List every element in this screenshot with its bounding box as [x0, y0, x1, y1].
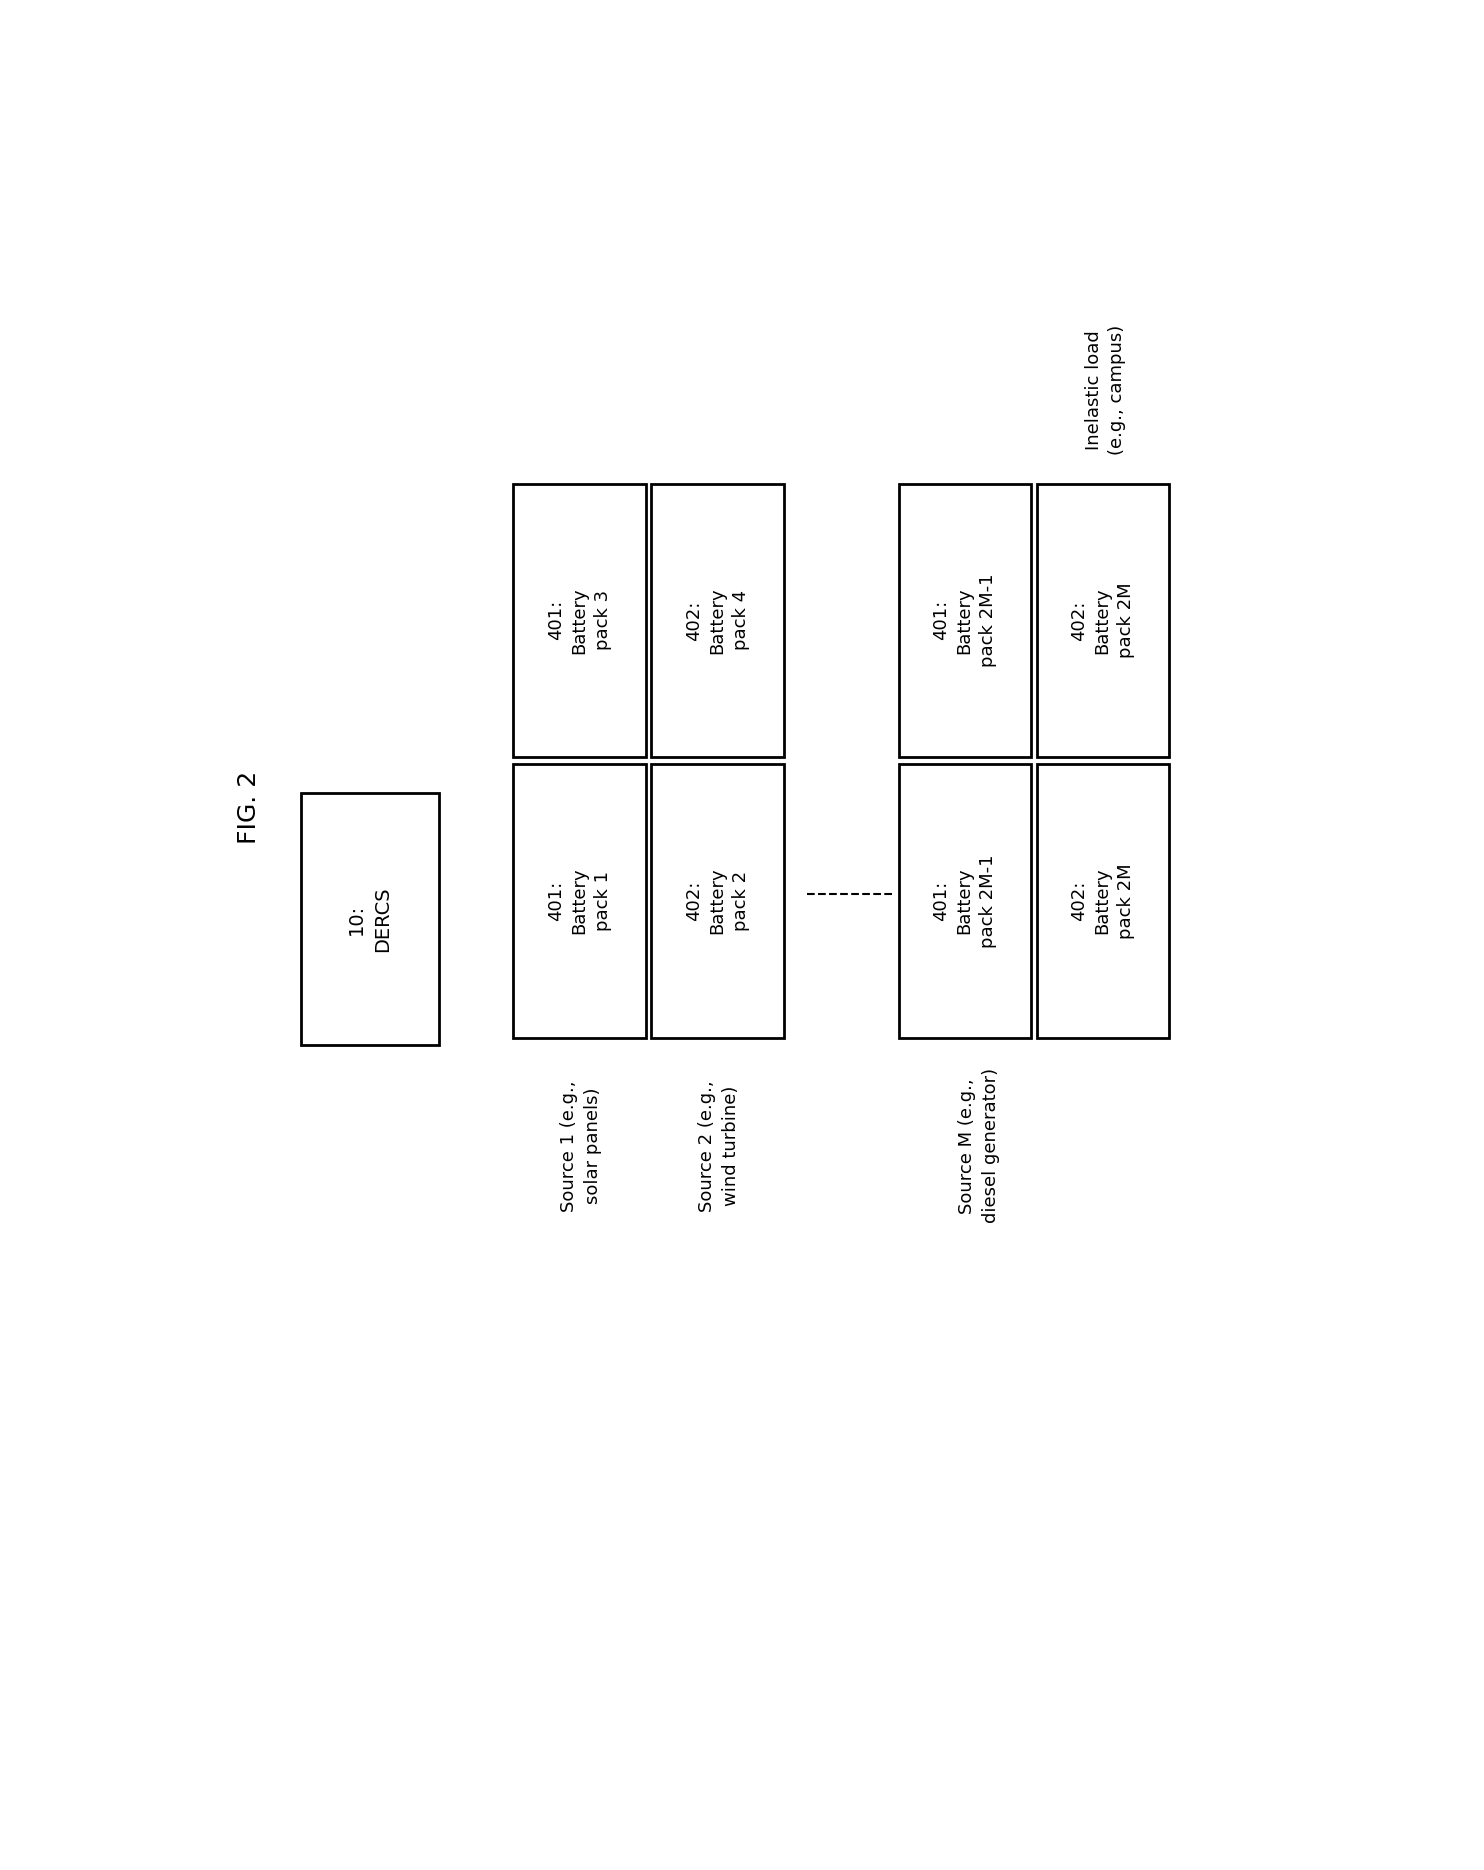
Bar: [300, 793, 439, 1045]
Bar: [651, 484, 784, 757]
Bar: [899, 765, 1031, 1038]
Text: 401:
Battery
pack 2M-1: 401: Battery pack 2M-1: [932, 574, 997, 668]
Text: Inelastic load
(e.g., campus): Inelastic load (e.g., campus): [1085, 325, 1126, 454]
Text: 402:
Battery
pack 2: 402: Battery pack 2: [684, 868, 749, 935]
Text: 401:
Battery
pack 1: 401: Battery pack 1: [546, 868, 611, 935]
Text: Source 1 (e.g.,
solar panels): Source 1 (e.g., solar panels): [561, 1081, 603, 1212]
Text: FIG. 2: FIG. 2: [237, 770, 261, 843]
Bar: [651, 765, 784, 1038]
Bar: [899, 484, 1031, 757]
Bar: [1037, 765, 1169, 1038]
Bar: [1037, 484, 1169, 757]
Bar: [513, 765, 646, 1038]
Text: Source M (e.g.,
diesel generator): Source M (e.g., diesel generator): [959, 1068, 1000, 1223]
Text: 401:
Battery
pack 3: 401: Battery pack 3: [546, 587, 611, 654]
Text: 402:
Battery
pack 4: 402: Battery pack 4: [684, 587, 749, 654]
Text: 402:
Battery
pack 2M: 402: Battery pack 2M: [1070, 583, 1135, 658]
Text: Source 2 (e.g.,
wind turbine): Source 2 (e.g., wind turbine): [699, 1081, 741, 1212]
Text: 10:
DERCS: 10: DERCS: [347, 886, 392, 952]
Bar: [513, 484, 646, 757]
Text: 402:
Battery
pack 2M: 402: Battery pack 2M: [1070, 864, 1135, 939]
Text: 401:
Battery
pack 2M-1: 401: Battery pack 2M-1: [932, 855, 997, 948]
